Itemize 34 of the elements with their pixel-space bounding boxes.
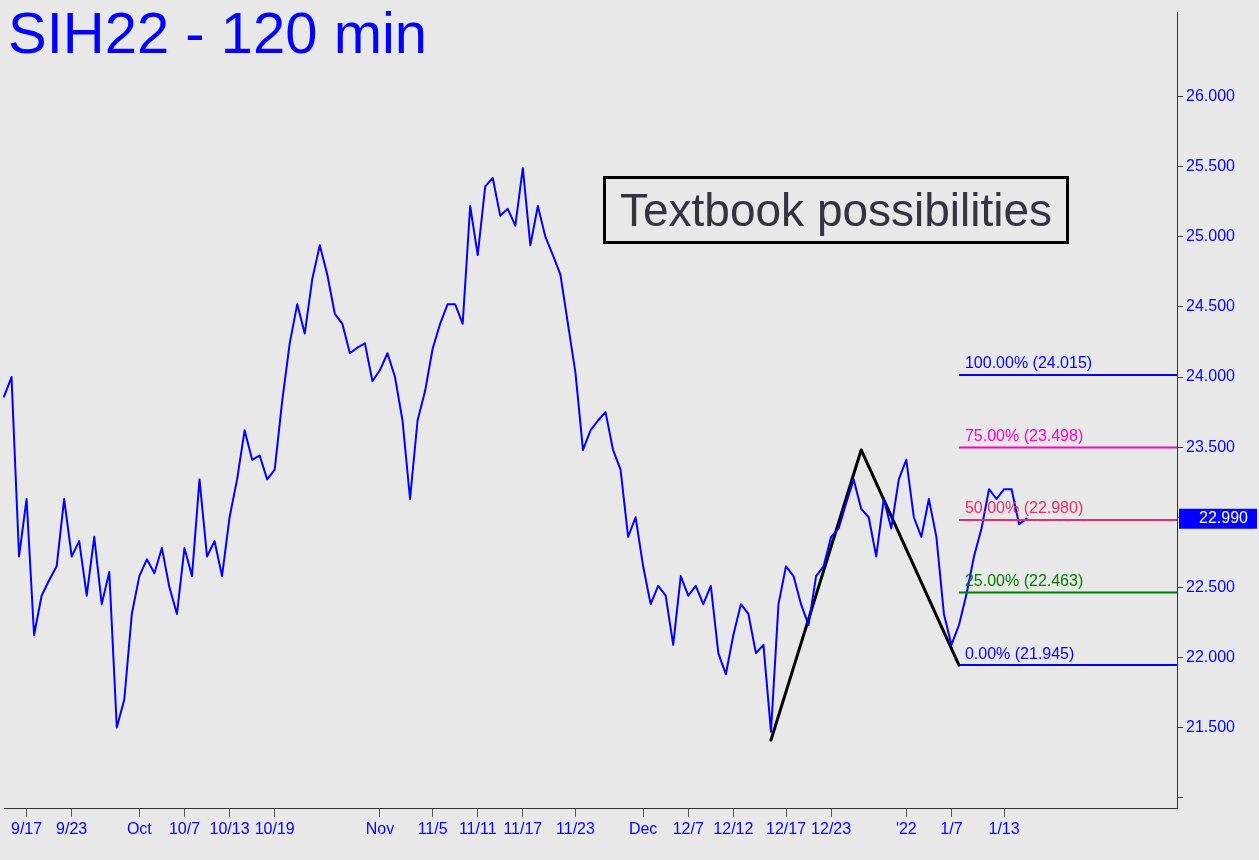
x-tick-label: 9/17 xyxy=(10,819,43,837)
x-tick-label: 1/7 xyxy=(940,819,963,837)
ref-line-label: 100.00% (24.015) xyxy=(964,354,1093,372)
x-tick-label: 12/7 xyxy=(672,819,704,837)
x-tick-label: '22 xyxy=(895,819,917,837)
y-tick-label: 22.000 xyxy=(1186,647,1236,665)
annotation: Textbook possibilities xyxy=(603,176,1070,244)
y-tick-label: 21.500 xyxy=(1186,717,1236,735)
y-tick-label: 24.000 xyxy=(1186,367,1236,385)
x-tick-label: 11/17 xyxy=(503,819,543,837)
x-tick-label: 11/23 xyxy=(556,819,595,837)
y-tick-label: 26.000 xyxy=(1186,87,1236,105)
y-tick-label: 25.000 xyxy=(1186,227,1236,245)
x-tick-label: Dec xyxy=(628,819,658,837)
y-tick-label: 22.500 xyxy=(1186,577,1236,595)
x-tick-label: Oct xyxy=(126,819,153,837)
ref-line-label: 75.00% (23.498) xyxy=(964,426,1084,444)
y-tick-label: 23.500 xyxy=(1186,437,1236,455)
x-tick-label: 10/7 xyxy=(168,819,201,837)
x-tick-label: 9/23 xyxy=(56,819,88,837)
y-tick-label: 24.500 xyxy=(1186,297,1236,315)
x-tick-label: 12/23 xyxy=(811,819,852,837)
y-tick-label: 25.500 xyxy=(1186,157,1236,175)
x-tick-label: 11/5 xyxy=(417,819,448,837)
x-tick-label: 12/12 xyxy=(713,819,754,837)
ref-line-label: 0.00% (21.945) xyxy=(964,644,1075,662)
x-tick-label: Nov xyxy=(365,819,395,837)
x-tick-label: 12/17 xyxy=(765,819,807,837)
chart-title: SIH22 - 120 min xyxy=(8,0,428,67)
x-tick-label: 11/11 xyxy=(458,819,497,837)
x-tick-label: 10/13 xyxy=(209,819,250,837)
x-tick-label: 1/13 xyxy=(988,819,1020,837)
text: 22.990 xyxy=(1199,509,1249,527)
x-tick-label: 10/19 xyxy=(254,819,295,837)
